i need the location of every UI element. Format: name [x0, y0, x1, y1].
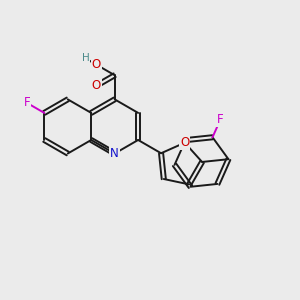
Text: F: F: [217, 113, 224, 126]
Text: O: O: [92, 58, 101, 71]
Text: H: H: [82, 53, 89, 63]
Text: F: F: [24, 96, 30, 110]
Text: N: N: [110, 147, 119, 160]
Text: O: O: [92, 79, 101, 92]
Text: O: O: [180, 136, 189, 149]
